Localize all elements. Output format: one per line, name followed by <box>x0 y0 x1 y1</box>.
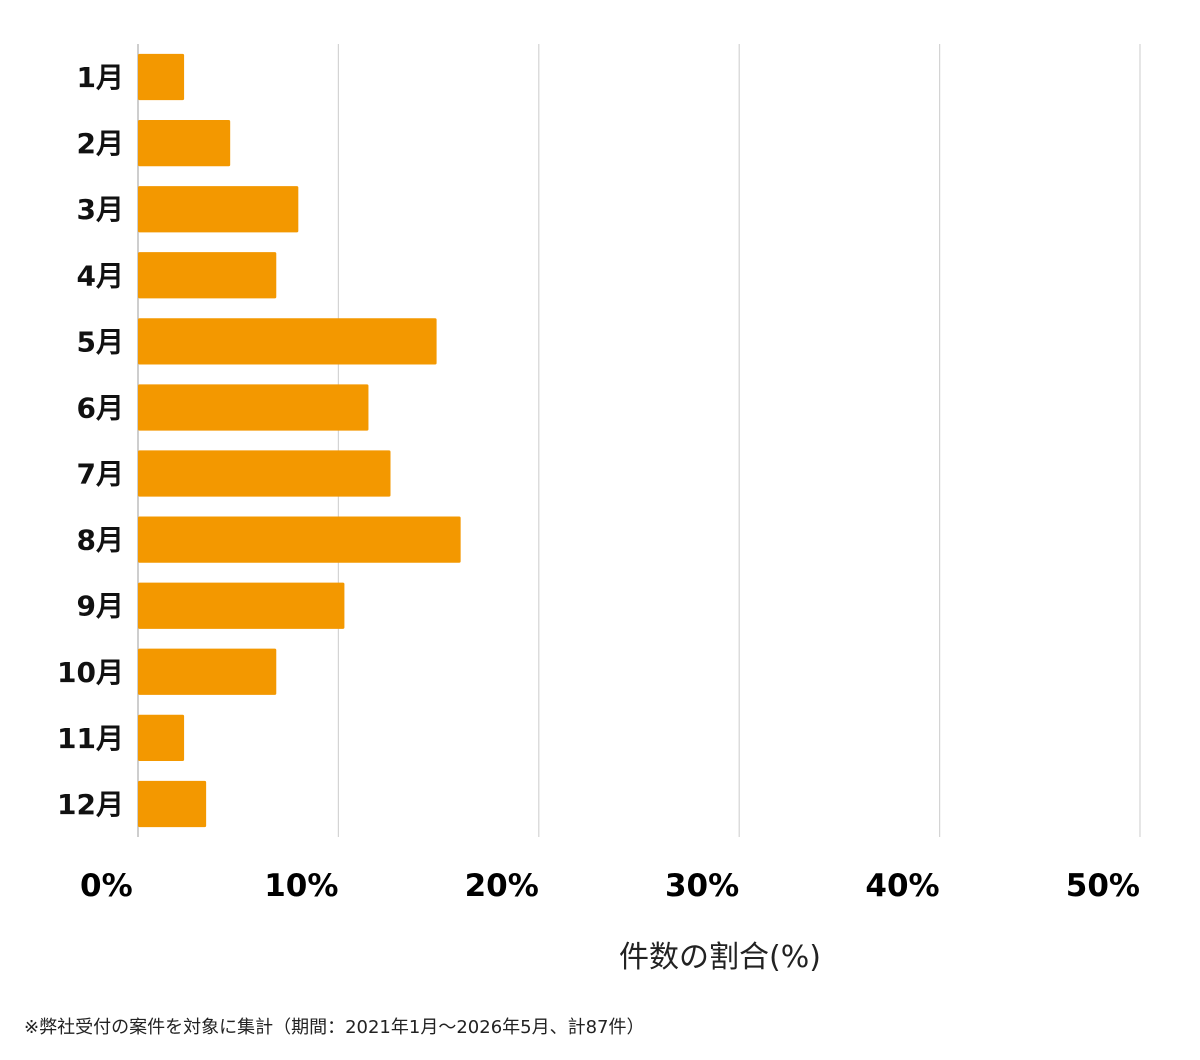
bar <box>138 780 207 828</box>
bar <box>138 384 369 431</box>
bar <box>138 516 461 563</box>
category-label: 8月 <box>77 524 124 557</box>
x-axis-title: 件数の割合(%) <box>619 940 821 975</box>
x-tick-label: 10% <box>264 868 338 904</box>
bar-chart: 0% 10% 20% 30% 40% 50% 1月 2月 3月 4月 5月 6月 7月 8月 9月 10月 11… <box>57 44 1141 904</box>
category-label: 5月 <box>77 325 124 358</box>
category-label: 1月 <box>77 61 124 94</box>
bar <box>138 648 277 695</box>
category-label: 11月 <box>57 722 124 755</box>
x-tick-label: 0% <box>80 868 133 904</box>
x-tick-label: 20% <box>465 868 539 904</box>
x-tick-label: 50% <box>1066 868 1140 904</box>
bar <box>138 450 391 497</box>
category-label: 3月 <box>77 193 124 226</box>
category-label: 10月 <box>57 656 124 689</box>
bar <box>138 318 437 365</box>
category-label: 12月 <box>57 788 124 821</box>
category-label: 2月 <box>77 127 124 160</box>
bar <box>138 186 299 233</box>
bar <box>138 53 185 101</box>
bar <box>138 252 277 299</box>
bar <box>138 714 185 762</box>
x-tick-label: 40% <box>865 868 939 904</box>
x-tick-label: 30% <box>665 868 739 904</box>
bar <box>138 582 345 629</box>
category-label: 7月 <box>77 458 124 491</box>
bar <box>138 119 231 167</box>
category-label: 4月 <box>77 259 124 292</box>
category-label: 6月 <box>77 391 124 424</box>
footnote: ※弊社受付の案件を対象に集計（期間：2021年1月～2026年5月、計87件） <box>24 1017 645 1038</box>
category-label: 9月 <box>77 590 124 623</box>
